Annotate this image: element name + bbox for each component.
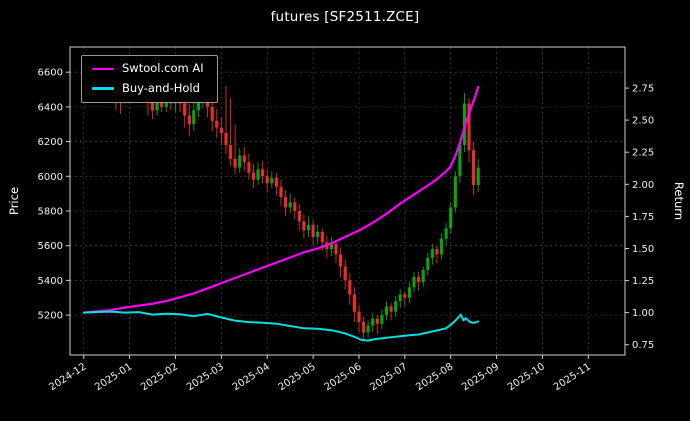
right-axis-label: Return — [672, 181, 686, 221]
x-axis-tick-label: 2024-12 — [47, 361, 88, 393]
left-axis-tick-label: 5600 — [38, 241, 63, 252]
x-axis-tick-label: 2025-05 — [277, 361, 318, 393]
right-axis-tick-label: 1.25 — [632, 276, 654, 287]
right-axis-tick-label: 0.75 — [632, 340, 654, 351]
left-axis-tick-label: 5800 — [38, 207, 63, 218]
x-axis-tick-label: 2025-07 — [368, 361, 409, 393]
left-axis-tick-label: 6400 — [38, 102, 63, 113]
x-axis-tick-label: 2025-06 — [323, 361, 364, 393]
right-axis-tick-label: 1.50 — [632, 244, 654, 255]
right-axis-tick-label: 2.75 — [632, 84, 654, 95]
buy-and-hold-line-swatch — [92, 87, 114, 90]
left-axis-tick-label: 5200 — [38, 311, 63, 322]
x-axis-tick-label: 2025-08 — [414, 361, 455, 393]
x-axis-tick-label: 2025-10 — [506, 361, 547, 393]
left-axis-label: Price — [7, 186, 21, 216]
legend: Swtool.com AI Buy-and-Hold — [81, 55, 218, 103]
legend-label-buy-and-hold: Buy-and-Hold — [122, 80, 200, 95]
x-axis-tick-label: 2025-09 — [460, 361, 501, 393]
legend-item-ai: Swtool.com AI — [92, 61, 204, 75]
x-axis-tick-label: 2025-11 — [552, 361, 593, 393]
legend-label-ai: Swtool.com AI — [122, 61, 204, 75]
left-axis-tick-label: 5400 — [38, 276, 63, 287]
left-axis-tick-label: 6600 — [38, 68, 63, 79]
legend-item-buy-and-hold: Buy-and-Hold — [92, 80, 204, 95]
page-title: futures [SF2511.ZCE] — [270, 9, 420, 25]
x-axis-tick-label: 2025-02 — [139, 361, 180, 393]
x-axis-tick-label: 2025-03 — [185, 361, 226, 393]
right-axis-tick-label: 2.50 — [632, 116, 654, 127]
ai-line-swatch — [92, 67, 114, 70]
x-axis-tick-label: 2025-01 — [93, 361, 134, 393]
left-axis-tick-label: 6000 — [38, 172, 63, 183]
left-axis-tick-label: 6200 — [38, 137, 63, 148]
right-axis-tick-label: 1.00 — [632, 308, 654, 319]
right-axis-tick-label: 2.00 — [632, 180, 654, 191]
x-axis-tick-label: 2025-04 — [231, 361, 272, 393]
right-axis-tick-label: 2.25 — [632, 148, 654, 159]
right-axis-tick-label: 1.75 — [632, 212, 654, 223]
